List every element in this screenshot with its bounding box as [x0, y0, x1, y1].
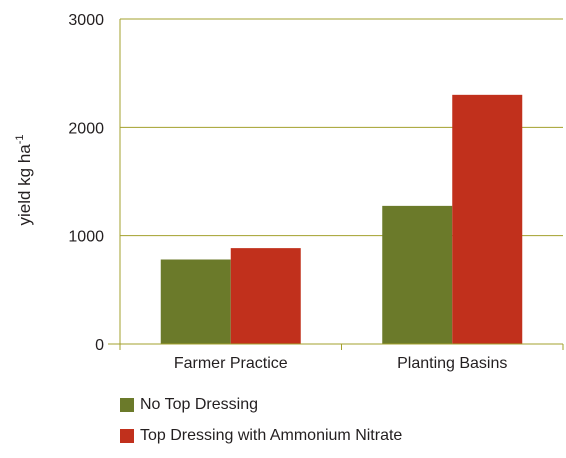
y-tick-label: 2000 — [68, 120, 104, 137]
bar-0-0 — [160, 259, 231, 344]
x-category-label: Farmer Practice — [174, 355, 288, 372]
legend-label: No Top Dressing — [140, 396, 258, 413]
legend-swatch — [120, 429, 134, 443]
axes — [108, 19, 564, 350]
x-axis-category-labels: Farmer Practice Planting Basins — [174, 355, 508, 372]
y-tick-label: 3000 — [68, 12, 104, 29]
bars — [160, 94, 523, 344]
bar-1-0 — [382, 205, 453, 344]
y-axis-title: yield kg ha-1 — [14, 134, 34, 225]
x-category-label: Planting Basins — [397, 355, 507, 372]
legend: No Top Dressing Top Dressing with Ammoni… — [120, 396, 402, 458]
legend-item-no-top-dressing: No Top Dressing — [120, 396, 402, 414]
legend-label: Top Dressing with Ammonium Nitrate — [140, 427, 403, 444]
legend-item-top-dressing: Top Dressing with Ammonium Nitrate — [120, 427, 402, 445]
y-axis-ticks: 0 1000 2000 3000 — [68, 12, 104, 354]
bar-chart: 0 1000 2000 3000 Farmer Practice Planting Ba… — [14, 12, 564, 372]
legend-swatch — [120, 398, 134, 412]
bar-0-1 — [230, 248, 301, 344]
y-tick-label: 0 — [95, 337, 104, 354]
y-tick-label: 1000 — [68, 229, 104, 246]
bar-1-1 — [452, 94, 523, 344]
